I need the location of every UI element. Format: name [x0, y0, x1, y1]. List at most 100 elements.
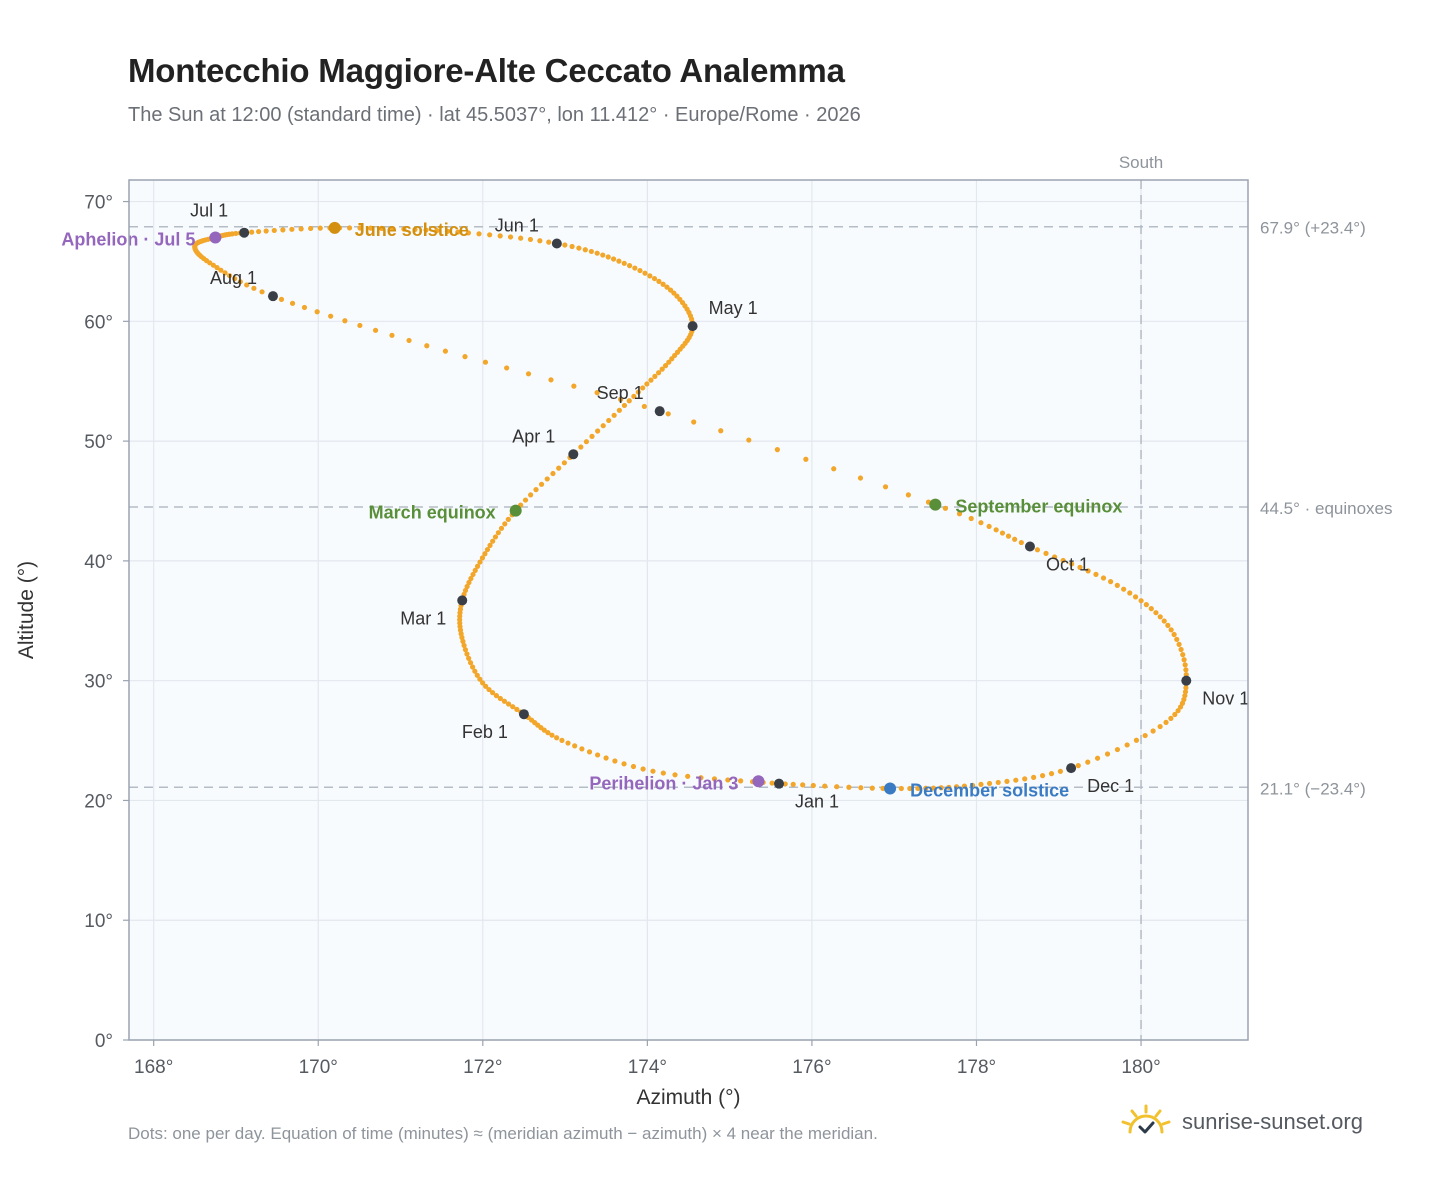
daily-sun-dot — [1094, 755, 1101, 761]
daily-sun-dot — [537, 238, 543, 244]
daily-sun-dot — [1182, 662, 1188, 668]
daily-sun-dot — [999, 530, 1006, 536]
daily-sun-dot — [1176, 641, 1182, 647]
event-marker-dot — [328, 221, 341, 234]
daily-sun-dot — [605, 254, 611, 260]
daily-sun-dot — [660, 770, 666, 776]
daily-sun-dot — [470, 571, 476, 578]
brand[interactable]: sunrise-sunset.org — [1120, 1104, 1363, 1140]
daily-sun-dot — [956, 511, 963, 517]
month-marker-label: Dec 1 — [1087, 776, 1134, 796]
daily-sun-dot — [1077, 564, 1083, 571]
daily-sun-dot — [527, 236, 534, 243]
event-marker-label: Perihelion · Jan 3 — [589, 773, 738, 793]
daily-sun-dot — [455, 229, 461, 235]
daily-sun-dot — [1104, 751, 1111, 757]
month-marker-dot — [518, 709, 529, 720]
daily-sun-dot — [938, 785, 944, 791]
daily-sun-dot — [616, 407, 622, 413]
daily-sun-dot — [255, 228, 262, 235]
daily-sun-dot — [504, 365, 510, 371]
y-tick-label: 40° — [84, 552, 113, 573]
daily-sun-dot — [237, 279, 243, 285]
daily-sun-dot — [1057, 768, 1064, 774]
daily-sun-dot — [550, 470, 556, 477]
daily-sun-dot — [1183, 685, 1189, 691]
daily-sun-dot — [1060, 557, 1066, 564]
plot-frame — [128, 179, 1249, 1041]
daily-sun-dot — [569, 243, 575, 250]
daily-sun-dot — [518, 235, 524, 241]
daily-sun-dot — [1075, 763, 1081, 769]
daily-sun-dot — [822, 783, 828, 789]
daily-sun-dot — [1085, 759, 1091, 765]
daily-sun-dot — [497, 695, 503, 702]
daily-sun-dot — [477, 559, 483, 565]
daily-sun-dot — [857, 475, 864, 481]
daily-sun-dot — [1039, 773, 1046, 779]
month-marker-label: Nov 1 — [1202, 689, 1249, 709]
daily-sun-dot — [1171, 631, 1177, 638]
daily-sun-dot — [578, 444, 584, 450]
event-marker-label: December solstice — [910, 780, 1069, 800]
daily-sun-dot — [1177, 704, 1184, 710]
daily-sun-dot — [774, 447, 780, 453]
daily-sun-dot — [554, 735, 560, 741]
daily-sun-dot — [644, 381, 650, 387]
daily-sun-dot — [611, 412, 617, 418]
daily-sun-dot — [640, 385, 646, 391]
daily-sun-dot — [434, 228, 440, 234]
month-marker-dot — [1024, 541, 1035, 552]
daily-sun-dot — [616, 258, 622, 264]
daily-sun-dot — [1114, 746, 1121, 753]
daily-sun-dot — [342, 318, 348, 324]
daily-sun-dot — [444, 228, 451, 234]
daily-sun-dot — [659, 366, 665, 372]
event-marker-dot — [929, 498, 942, 511]
month-marker-label: Jul 1 — [190, 201, 228, 221]
daily-sun-dot — [1004, 778, 1010, 784]
daily-sun-dot — [656, 278, 662, 284]
y-tick-label: 50° — [84, 432, 113, 453]
daily-sun-dot — [725, 777, 731, 783]
daily-sun-dot — [915, 785, 921, 792]
daily-sun-dot — [1157, 614, 1163, 620]
daily-sun-dot — [249, 229, 255, 235]
daily-sun-dot — [474, 672, 480, 678]
x-tick-label: 168° — [134, 1057, 173, 1078]
daily-sun-dot — [222, 270, 228, 276]
daily-sun-dot — [218, 267, 224, 273]
month-marker-label: Jun 1 — [495, 215, 539, 235]
daily-sun-dot — [210, 262, 216, 268]
daily-sun-dot — [462, 587, 469, 594]
daily-sun-dot — [923, 785, 929, 791]
daily-sun-dot — [618, 396, 624, 402]
daily-sun-dot — [1178, 646, 1184, 653]
daily-sun-dot — [969, 782, 976, 788]
daily-sun-dot — [1165, 622, 1171, 628]
daily-sun-dot — [263, 228, 269, 234]
daily-sun-dot — [961, 783, 968, 789]
month-marker-label: Aug 1 — [210, 268, 257, 288]
daily-sun-dot — [372, 327, 379, 333]
daily-sun-dot — [831, 466, 837, 472]
daily-sun-dot — [474, 563, 481, 569]
y-tick-label: 30° — [84, 672, 113, 693]
daily-sun-dot — [662, 363, 669, 369]
daily-sun-dot — [346, 225, 353, 231]
daily-sun-dot — [544, 476, 550, 482]
meridian-label: South — [1119, 153, 1163, 172]
daily-sun-dot — [510, 704, 516, 710]
daily-sun-dot — [545, 730, 551, 736]
daily-sun-dot — [665, 411, 671, 417]
daily-sun-dot — [1132, 594, 1139, 600]
month-marker-dot — [1181, 675, 1192, 686]
month-marker-dot — [551, 238, 562, 249]
chart-title: Montecchio Maggiore-Alte Ceccato Analemm… — [128, 52, 845, 89]
month-marker-label: Sep 1 — [597, 383, 644, 403]
daily-sun-dot — [466, 579, 472, 586]
daily-sun-dot — [470, 664, 476, 670]
daily-sun-dot — [464, 583, 470, 590]
daily-sun-dot — [621, 761, 627, 767]
daily-sun-dot — [905, 492, 911, 498]
